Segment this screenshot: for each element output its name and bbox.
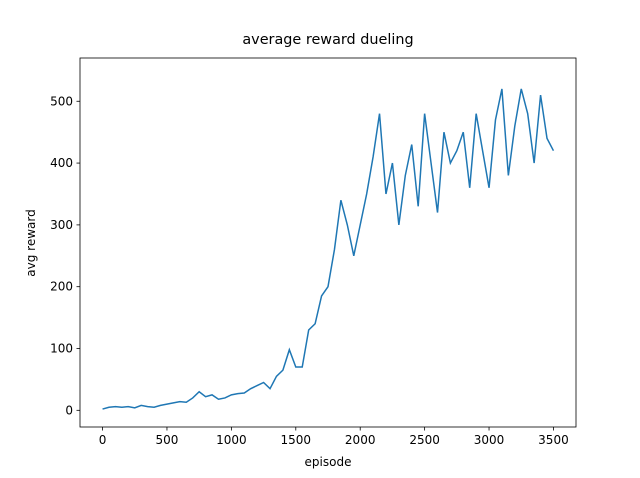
y-tick-label: 0: [65, 403, 73, 417]
y-tick-label: 100: [50, 342, 73, 356]
y-axis-label: avg reward: [24, 209, 38, 276]
chart-title: average reward dueling: [242, 32, 413, 48]
x-tick-label: 3500: [538, 433, 569, 447]
x-tick-label: 3000: [474, 433, 505, 447]
y-tick-label: 400: [50, 156, 73, 170]
x-tick-label: 0: [99, 433, 107, 447]
x-axis-label: episode: [305, 455, 352, 469]
plot-frame: [79, 57, 577, 428]
data-line: [102, 88, 555, 410]
x-tick-label: 2000: [345, 433, 376, 447]
y-tick-label: 200: [50, 280, 73, 294]
x-tick-label: 2500: [409, 433, 440, 447]
y-tick-label: 500: [50, 94, 73, 108]
y-tick-label: 300: [50, 218, 73, 232]
x-tick-label: 1000: [216, 433, 247, 447]
x-tick-label: 1500: [281, 433, 312, 447]
x-tick-label: 500: [156, 433, 179, 447]
